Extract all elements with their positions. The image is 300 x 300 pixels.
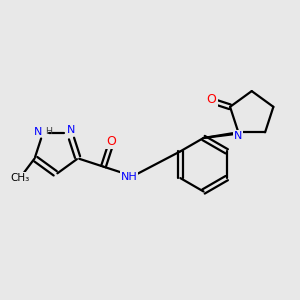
Text: H: H bbox=[46, 127, 52, 136]
Text: N: N bbox=[67, 125, 75, 135]
Text: O: O bbox=[207, 93, 217, 106]
Text: CH₃: CH₃ bbox=[11, 172, 30, 183]
Text: N: N bbox=[234, 131, 242, 141]
Text: O: O bbox=[106, 135, 116, 148]
Text: N: N bbox=[34, 127, 42, 136]
Text: NH: NH bbox=[121, 172, 137, 182]
